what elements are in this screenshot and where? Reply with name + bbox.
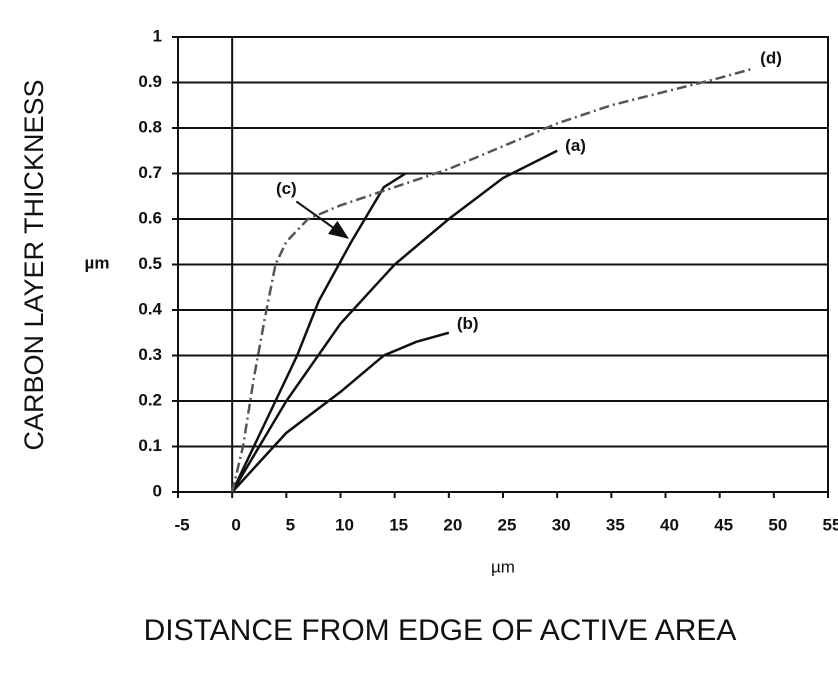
y-tick-label: 0.8 [138, 117, 162, 136]
x-tick-label: 35 [606, 515, 625, 534]
x-tick-label: -5 [174, 515, 189, 534]
series-label: (c) [276, 179, 297, 198]
x-tick-label: 30 [552, 515, 571, 534]
x-axis-label: DISTANCE FROM EDGE OF ACTIVE AREA [144, 614, 737, 647]
x-tick-label: 45 [714, 515, 733, 534]
y-tick-label: 0.5 [138, 254, 162, 273]
x-tick-label: 10 [335, 515, 354, 534]
series-label: (a) [565, 136, 586, 155]
series-label: (b) [457, 314, 479, 333]
y-axis-label: CARBON LAYER THICKNESS [19, 79, 49, 450]
x-unit: µm [491, 557, 515, 576]
x-tick-label: 55 [823, 515, 838, 534]
x-tick-label: 15 [389, 515, 408, 534]
y-tick-label: 0.7 [138, 163, 162, 182]
y-tick-label: 0.1 [138, 436, 162, 455]
data-line [231, 149, 558, 493]
x-tick-label: 5 [286, 515, 295, 534]
x-tick-label: 0 [231, 515, 240, 534]
y-tick-label: 0.9 [138, 72, 162, 91]
label-arrow [295, 200, 349, 239]
y-tick-label: 0.3 [138, 345, 162, 364]
y-tick-label: 0.2 [138, 390, 162, 409]
y-unit: µm [85, 253, 110, 272]
data-line [231, 172, 407, 493]
data-line [231, 331, 450, 493]
y-tick-label: 0.6 [138, 208, 162, 227]
x-tick-label: 20 [443, 515, 462, 534]
series-label: (d) [760, 48, 782, 67]
y-tick-label: 0 [153, 481, 162, 500]
data-line [230, 67, 753, 493]
x-tick-label: 25 [498, 515, 517, 534]
y-tick-label: 0.4 [138, 299, 162, 318]
y-tick-label: 1 [153, 26, 162, 45]
x-tick-label: 50 [768, 515, 787, 534]
x-tick-label: 40 [660, 515, 679, 534]
